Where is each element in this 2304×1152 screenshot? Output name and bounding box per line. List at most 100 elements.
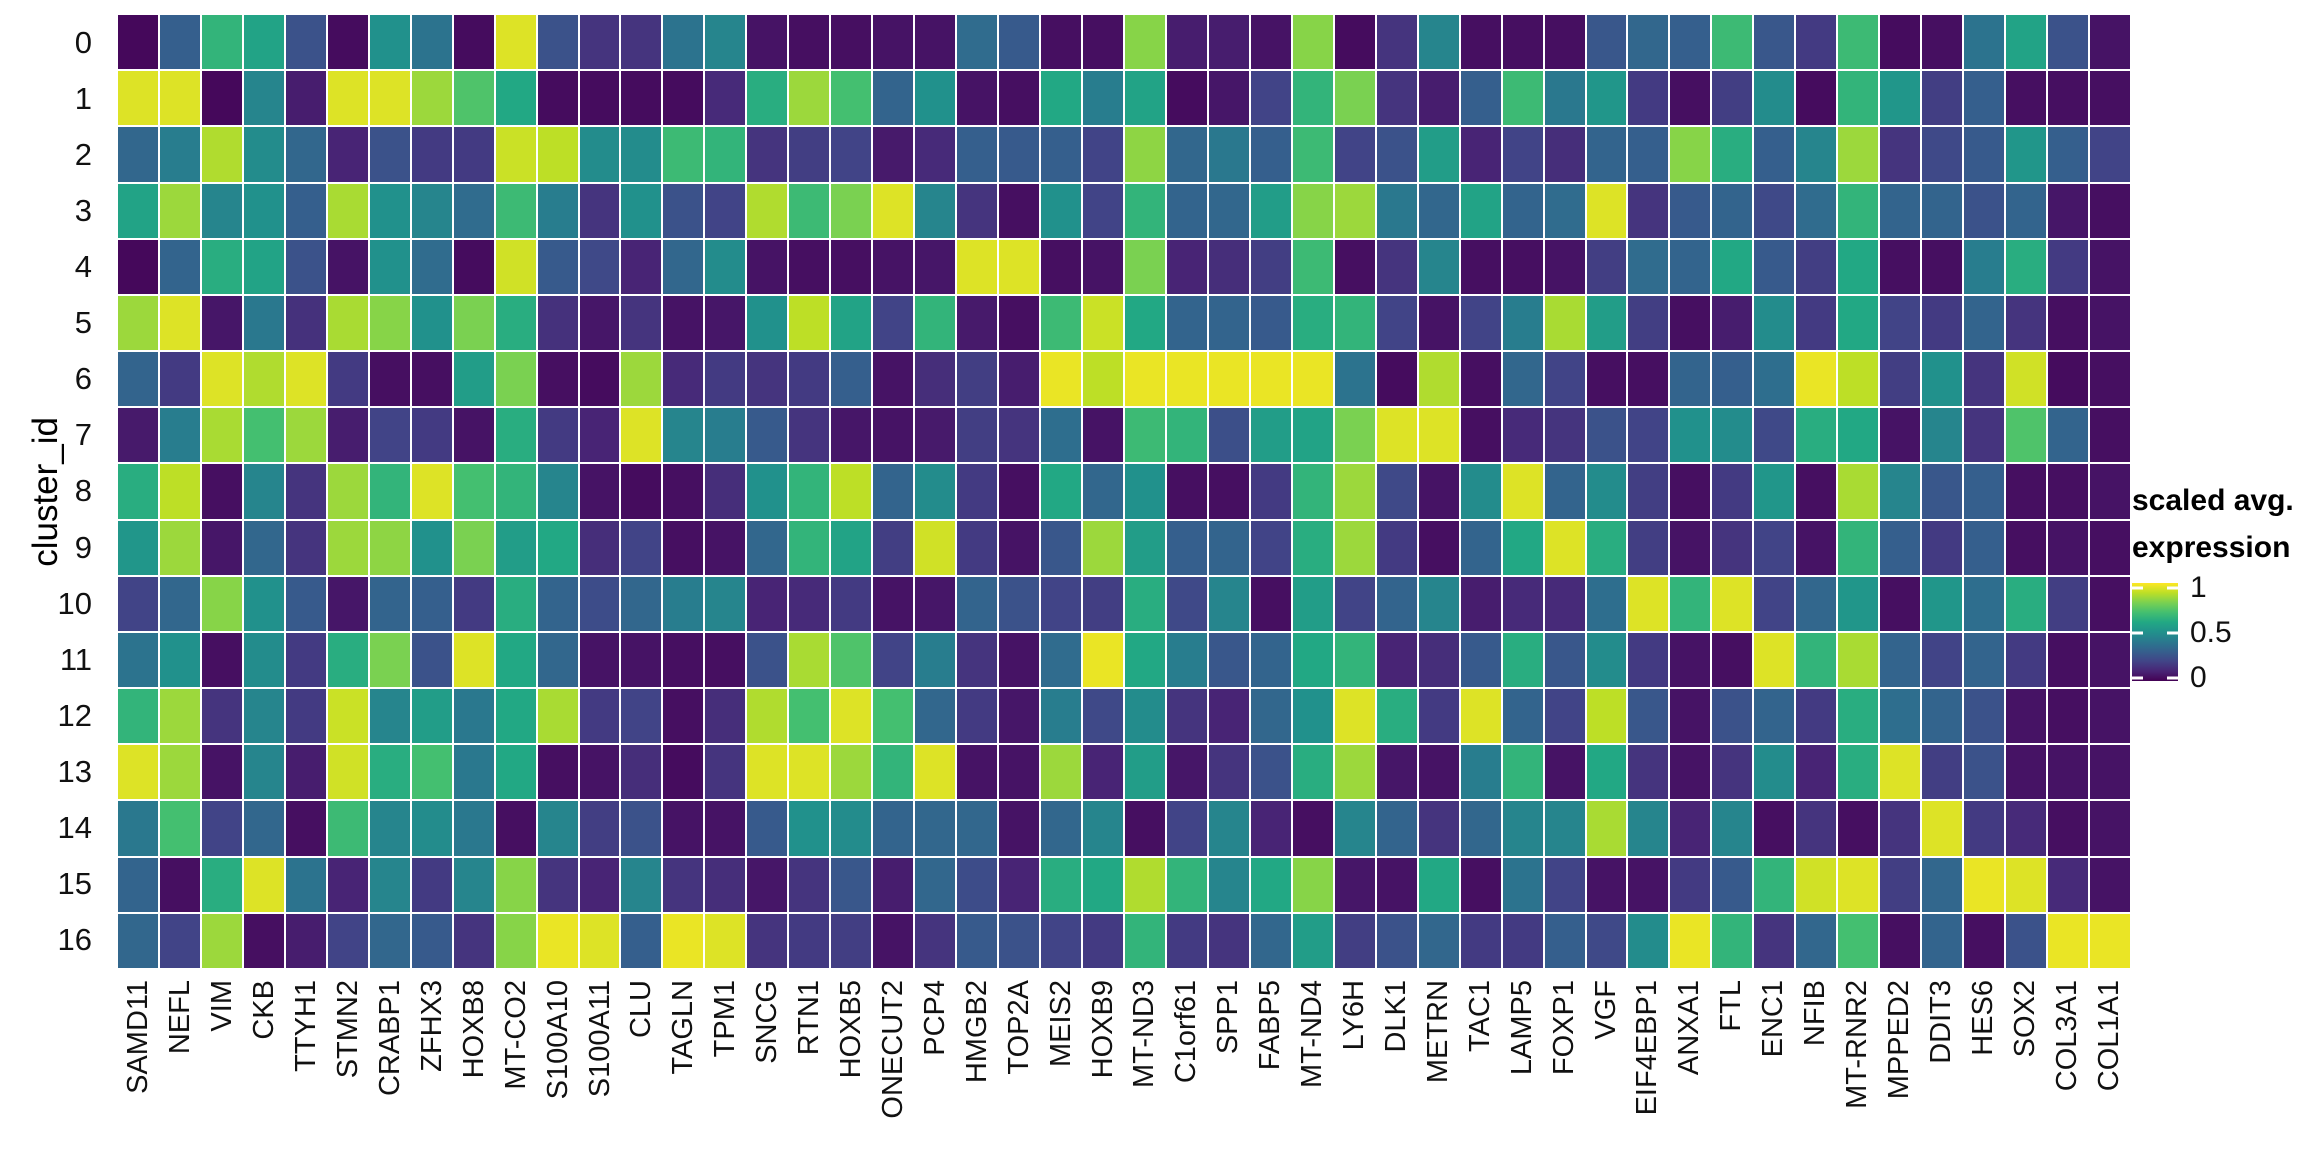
heatmap-cell	[2048, 576, 2089, 631]
heatmap-cell	[118, 127, 158, 182]
heatmap-cell	[1880, 857, 1921, 912]
heatmap-cell	[1292, 464, 1333, 519]
heatmap-cell	[159, 632, 200, 688]
heatmap-cell	[1544, 520, 1585, 575]
heatmap-cell	[369, 801, 410, 856]
heatmap-cell	[1964, 464, 2005, 519]
heatmap-cell	[1166, 913, 1207, 968]
heatmap-cell	[1334, 689, 1375, 744]
heatmap-cell	[663, 15, 704, 70]
heatmap-cell	[1880, 745, 1921, 800]
y-axis-label: 6	[74, 361, 92, 397]
heatmap-cell	[369, 576, 410, 631]
heatmap-cell	[1292, 745, 1333, 800]
heatmap-cell	[873, 632, 914, 688]
heatmap-cell	[915, 15, 956, 70]
heatmap-cell	[1292, 632, 1333, 688]
heatmap-cell	[453, 295, 494, 351]
heatmap-cell	[1670, 408, 1711, 463]
heatmap-cell	[327, 464, 368, 519]
heatmap-cell	[411, 295, 452, 351]
heatmap-cell	[873, 745, 914, 800]
legend-tick-label: 1	[2190, 571, 2207, 604]
x-axis-label: METRN	[1421, 980, 1454, 1084]
heatmap-cell	[2006, 71, 2047, 126]
heatmap-cell	[579, 295, 620, 351]
heatmap-cell	[2090, 408, 2130, 463]
heatmap-cell	[369, 239, 410, 294]
heatmap-cell	[621, 913, 662, 968]
heatmap-cell	[1460, 127, 1501, 182]
heatmap-cell	[1712, 632, 1753, 688]
heatmap-cell	[2048, 183, 2089, 238]
heatmap-cell	[1796, 801, 1837, 856]
heatmap-cell	[1418, 127, 1459, 182]
heatmap-cell	[831, 127, 872, 182]
heatmap-cell	[453, 520, 494, 575]
heatmap-cell	[201, 576, 242, 631]
heatmap-cell	[1460, 801, 1501, 856]
heatmap-cell	[831, 632, 872, 688]
heatmap-cell	[1502, 632, 1543, 688]
heatmap-cell	[999, 520, 1040, 575]
heatmap-cell	[1922, 239, 1963, 294]
heatmap-cell	[453, 745, 494, 800]
heatmap-cell	[1544, 295, 1585, 351]
heatmap-cell	[1376, 520, 1417, 575]
heatmap-cell	[579, 15, 620, 70]
heatmap-cell	[159, 520, 200, 575]
heatmap-cell	[2006, 857, 2047, 912]
heatmap-cell	[1670, 801, 1711, 856]
heatmap-cell	[663, 183, 704, 238]
heatmap-cell	[1838, 295, 1879, 351]
heatmap-cell	[831, 464, 872, 519]
heatmap-cell	[243, 408, 284, 463]
heatmap-cell	[1041, 71, 1082, 126]
heatmap-cell	[1838, 183, 1879, 238]
heatmap-cell	[1292, 857, 1333, 912]
heatmap-cell	[999, 745, 1040, 800]
heatmap-cell	[831, 745, 872, 800]
heatmap-cell	[831, 576, 872, 631]
heatmap-cell	[327, 239, 368, 294]
heatmap-cell	[1250, 127, 1291, 182]
heatmap-cell	[2090, 689, 2130, 744]
heatmap-cell	[495, 183, 536, 238]
heatmap-cell	[1628, 352, 1669, 407]
heatmap-cell	[1754, 913, 1795, 968]
heatmap-cell	[1334, 127, 1375, 182]
heatmap-cell	[1376, 689, 1417, 744]
heatmap-cell	[1880, 689, 1921, 744]
heatmap-cell	[831, 520, 872, 575]
heatmap-cell	[495, 520, 536, 575]
heatmap-cell	[1670, 239, 1711, 294]
heatmap-cell	[705, 576, 746, 631]
heatmap-cell	[1418, 913, 1459, 968]
heatmap-cell	[747, 464, 788, 519]
heatmap-cell	[2090, 576, 2130, 631]
heatmap-cell	[1544, 745, 1585, 800]
heatmap-cell	[1670, 127, 1711, 182]
heatmap-cell	[873, 857, 914, 912]
heatmap-cell	[243, 520, 284, 575]
heatmap-cell	[747, 576, 788, 631]
heatmap-cell	[1670, 576, 1711, 631]
heatmap-cell	[915, 464, 956, 519]
heatmap-cell	[957, 464, 998, 519]
heatmap-cell	[1208, 689, 1249, 744]
heatmap-cell	[1628, 183, 1669, 238]
heatmap-cell	[789, 689, 830, 744]
heatmap-cell	[747, 71, 788, 126]
x-axis-label: COL1A1	[2092, 980, 2125, 1092]
legend-title-line2: expression	[2132, 530, 2291, 564]
heatmap-cell	[1292, 352, 1333, 407]
heatmap-cell	[1922, 632, 1963, 688]
heatmap-cell	[663, 745, 704, 800]
heatmap-cell	[663, 239, 704, 294]
heatmap-cell	[579, 464, 620, 519]
heatmap-cell	[2048, 520, 2089, 575]
heatmap-cell	[1083, 127, 1123, 182]
legend-tick-mark	[2167, 586, 2178, 590]
heatmap-cell	[1880, 408, 1921, 463]
legend-tick-mark	[2132, 676, 2143, 680]
